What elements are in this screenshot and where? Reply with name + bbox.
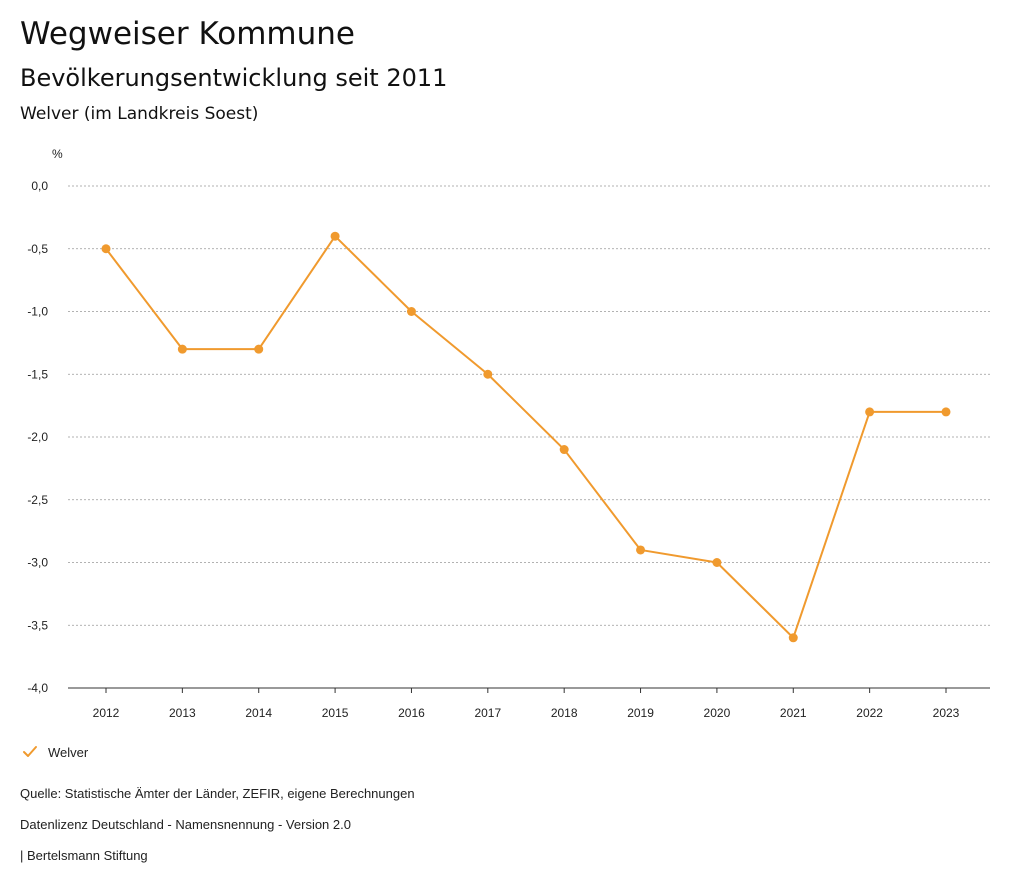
y-tick-label: -1,5 <box>27 367 48 381</box>
data-point: 2021: -3.6 <box>788 633 798 643</box>
x-tick-label: 2015 <box>322 706 349 720</box>
x-tick-label: 2018 <box>551 706 578 720</box>
data-point: 2016: -1 <box>406 307 416 316</box>
legend-item-welver[interactable]: Welver <box>22 744 88 760</box>
x-tick-label: 2019 <box>627 706 654 720</box>
y-tick-label: -4,0 <box>27 681 48 695</box>
data-point: 2022: -1.8 <box>865 407 875 417</box>
x-tick-label: 2012 <box>93 706 120 720</box>
check-icon <box>23 746 37 757</box>
chart-subtitle: Bevölkerungsentwicklung seit 2011 <box>20 64 448 92</box>
data-point: 2019: -2.9 <box>636 545 646 555</box>
data-point: 2023: -1.8 <box>941 407 951 417</box>
x-tick-label: 2022 <box>856 706 883 720</box>
y-tick-label: -2,5 <box>27 493 48 507</box>
y-tick-label: 0,0 <box>31 179 48 193</box>
y-tick-label: -3,5 <box>27 618 48 632</box>
data-point: 2020: -3 <box>712 558 722 567</box>
line-chart: % 0,0 -0,5 -1,0 -1,5 -2,0 -2,5 -3,0 -3,5 -4,0 2012… <box>27 147 990 720</box>
x-tick-label: 2023 <box>933 706 960 720</box>
x-tick-label: 2014 <box>245 706 272 720</box>
data-point: 2014: -1.3 <box>254 344 264 354</box>
publisher-note: | Bertelsmann Stiftung <box>20 848 148 863</box>
data-point: 2018: -2.1 <box>559 445 569 455</box>
region-label: Welver (im Landkreis Soest) <box>20 104 259 124</box>
x-tick-label: 2017 <box>474 706 501 720</box>
x-tick-label: 2020 <box>704 706 731 720</box>
series-line-welver <box>105 235 946 639</box>
data-point: 2012: -0.5 <box>101 244 111 254</box>
source-note: Quelle: Statistische Ämter der Länder, Z… <box>20 786 415 801</box>
y-axis-unit-label: % <box>52 147 63 161</box>
x-tick-label: 2016 <box>398 706 425 720</box>
legend-label: Welver <box>48 744 89 760</box>
page-title: Wegweiser Kommune <box>20 16 355 52</box>
data-point: 2015: -0.4 <box>330 231 340 241</box>
x-tick-label: 2013 <box>169 706 196 720</box>
license-note: Datenlizenz Deutschland - Namensnennung … <box>20 817 351 832</box>
y-tick-label: -0,5 <box>27 242 48 256</box>
y-tick-label: -3,0 <box>27 556 48 570</box>
y-tick-label: -2,0 <box>27 430 48 444</box>
data-point: 2017: -1.5 <box>483 369 493 379</box>
y-tick-label: -1,0 <box>27 305 48 319</box>
data-point: 2013: -1.3 <box>177 344 187 354</box>
x-tick-label: 2021 <box>780 706 807 720</box>
